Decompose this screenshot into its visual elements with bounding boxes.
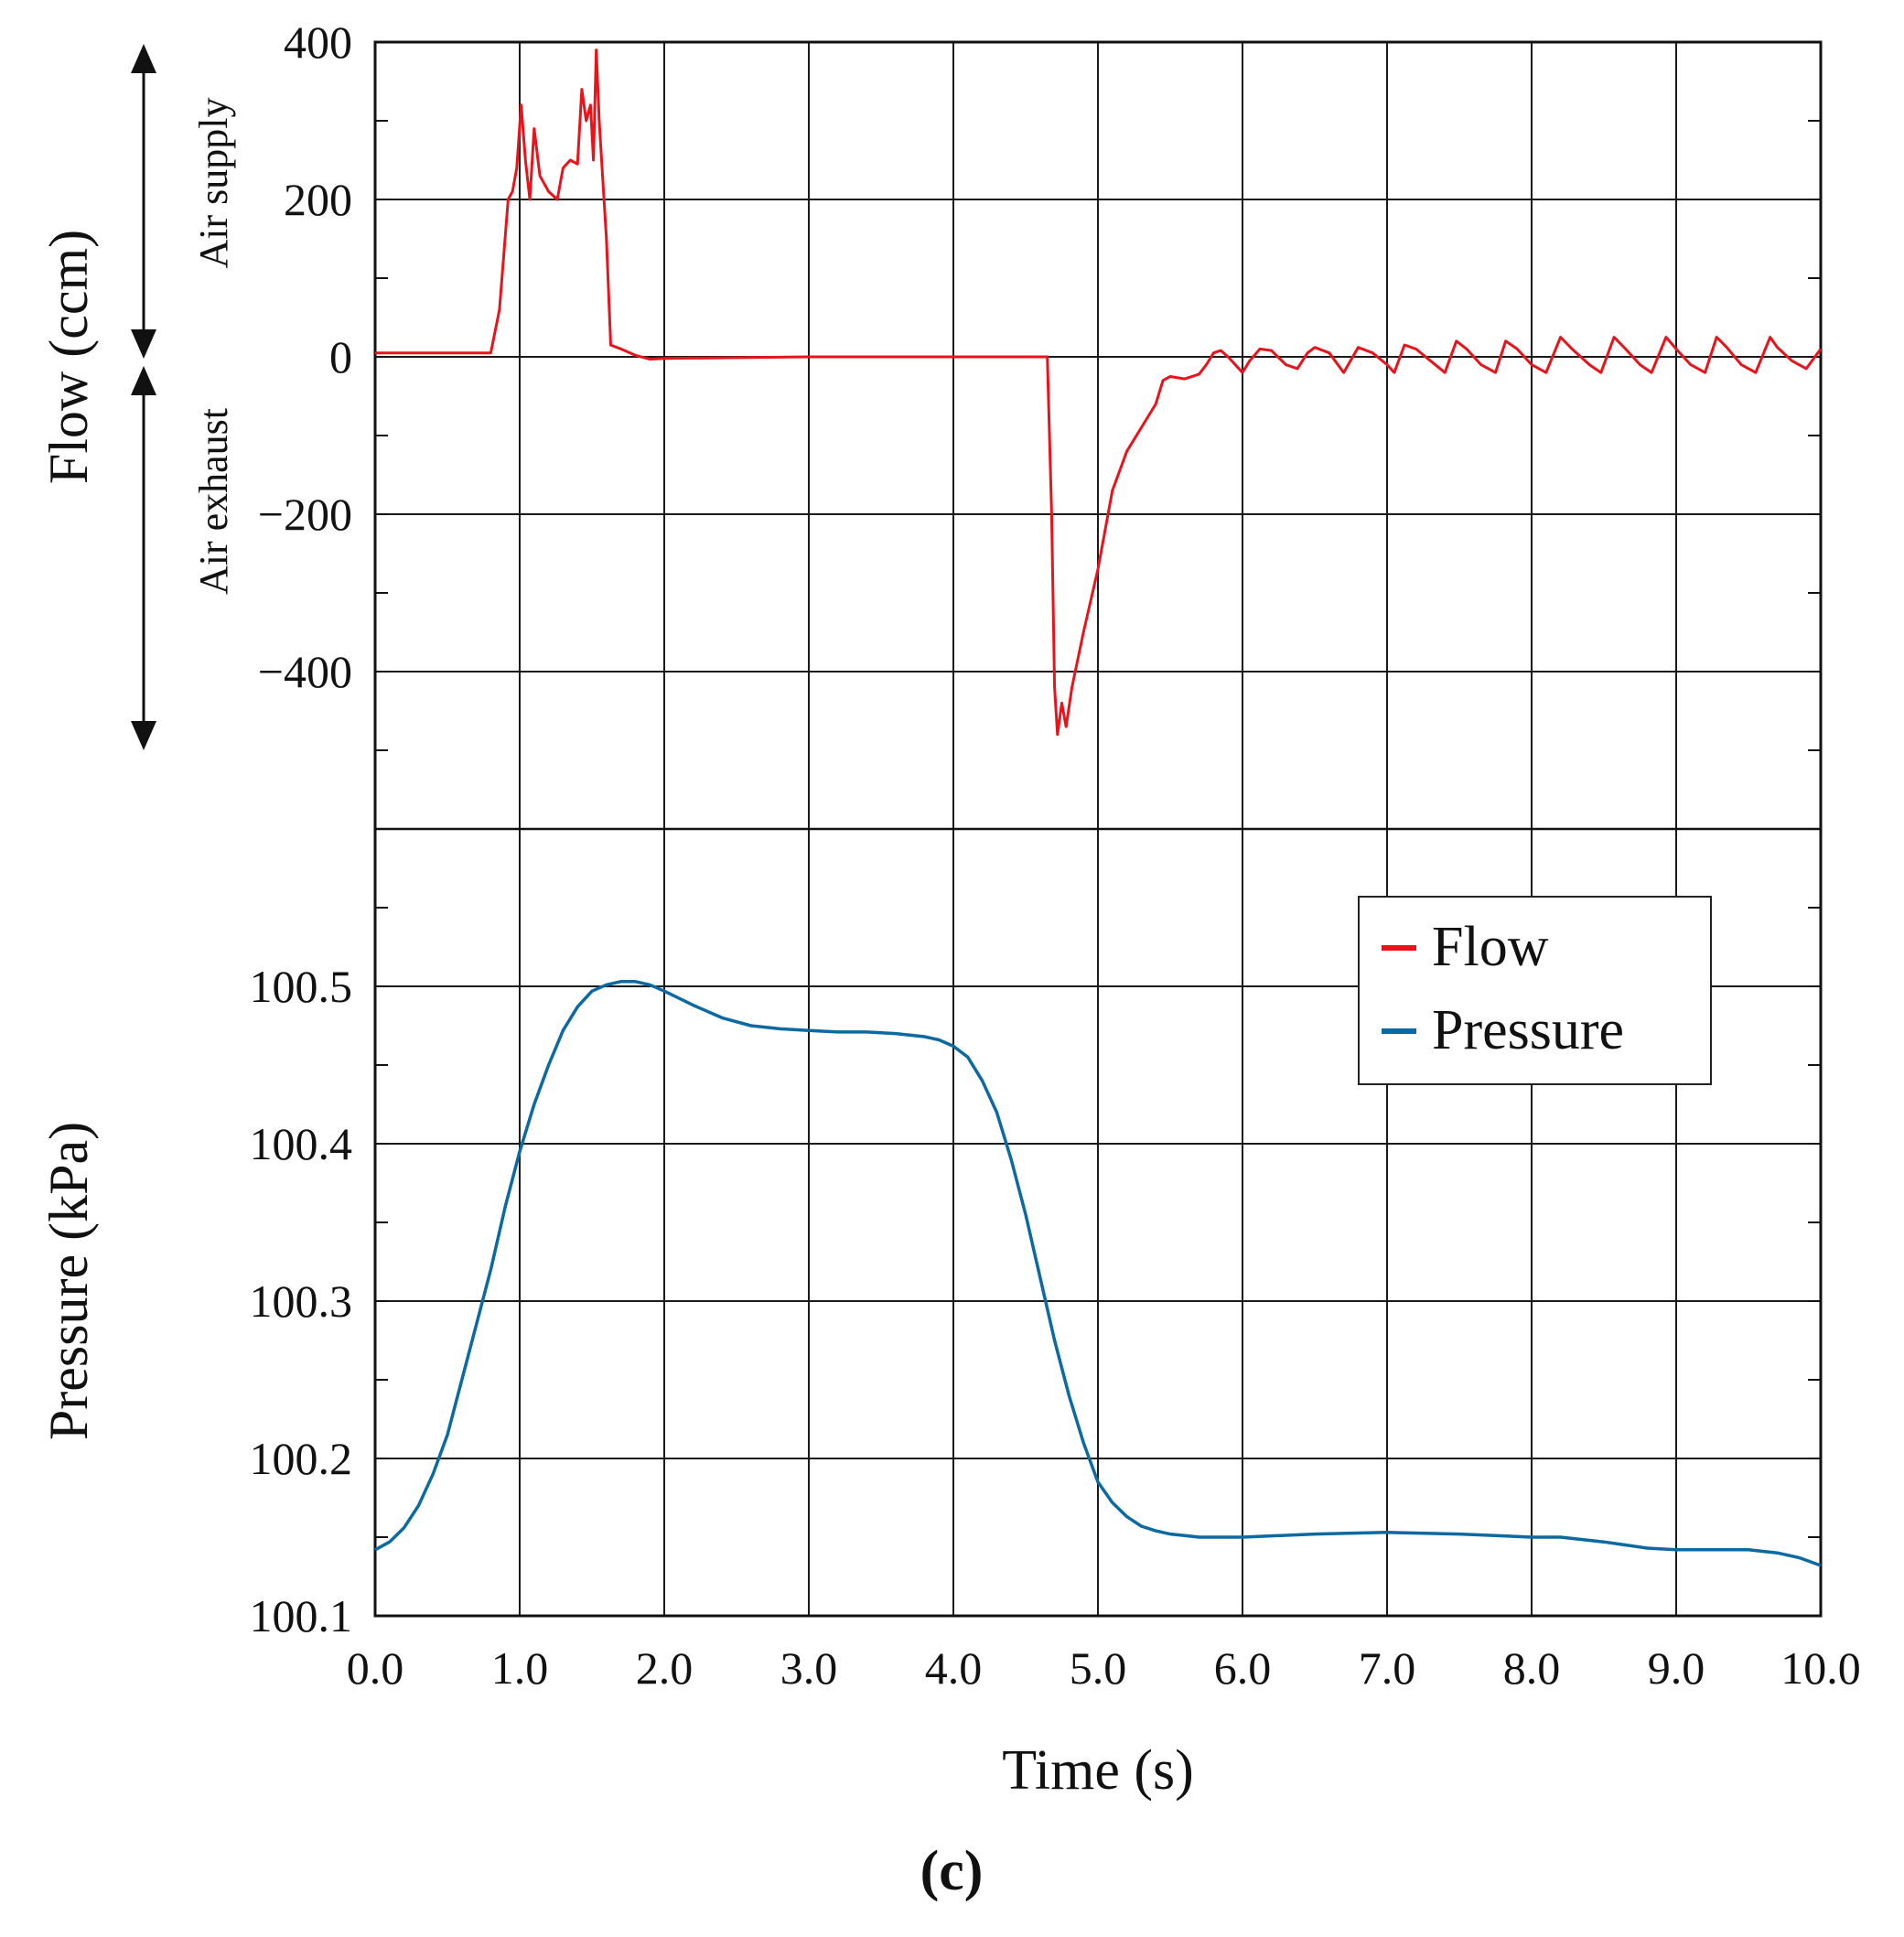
flow-tick-label: 200 [284,174,352,225]
air-exhaust-arrow [131,366,156,750]
x-tick-label: 1.0 [491,1642,549,1694]
pressure-tick-label: 100.4 [250,1118,353,1169]
legend-box [1358,896,1712,1085]
x-tick-label: 5.0 [1070,1642,1127,1694]
pressure-tick-label: 100.5 [250,961,353,1012]
pressure-tick-label: 100.3 [250,1275,353,1327]
x-tick-label: 0.0 [347,1642,404,1694]
x-axis-title: Time (s) [1002,1739,1194,1802]
pressure-axis-title: Pressure (kPa) [38,1122,99,1440]
pressure-tick-label: 100.2 [250,1433,353,1484]
x-tick-label: 8.0 [1503,1642,1561,1694]
flow-series-line [375,48,1823,737]
flow-tick-label: −400 [258,646,352,697]
pressure-tick-labels: 100.5 100.4 100.3 100.2 100.1 [250,961,353,1641]
x-tick-label: 9.0 [1648,1642,1705,1694]
x-tick-label: 6.0 [1214,1642,1272,1694]
air-exhaust-label: Air exhaust [191,408,236,595]
flow-tick-label: −200 [258,489,352,540]
legend: Flow Pressure [1358,896,1712,1085]
flow-tick-label: 0 [329,331,352,382]
legend-pressure-label: Pressure [1432,999,1624,1061]
x-tick-label: 2.0 [636,1642,694,1694]
x-tick-label: 3.0 [780,1642,838,1694]
flow-axis-title: Flow (ccm) [38,230,99,484]
flow-tick-label: 400 [284,16,352,68]
air-supply-arrow [131,44,156,359]
x-tick-label: 4.0 [925,1642,983,1694]
air-supply-label: Air supply [191,98,236,269]
x-tick-label: 7.0 [1359,1642,1416,1694]
flow-tick-labels: 400 200 0 −200 −400 [258,16,352,697]
x-tick-label: 10.0 [1780,1642,1861,1694]
x-tick-labels: 0.0 1.0 2.0 3.0 4.0 5.0 6.0 7.0 8.0 9.0 10.0 [347,1642,1861,1694]
legend-flow-label: Flow [1432,916,1549,978]
pressure-series-line [374,980,1822,1567]
panel-label: (c) [920,1840,984,1902]
pressure-tick-label: 100.1 [250,1590,353,1641]
